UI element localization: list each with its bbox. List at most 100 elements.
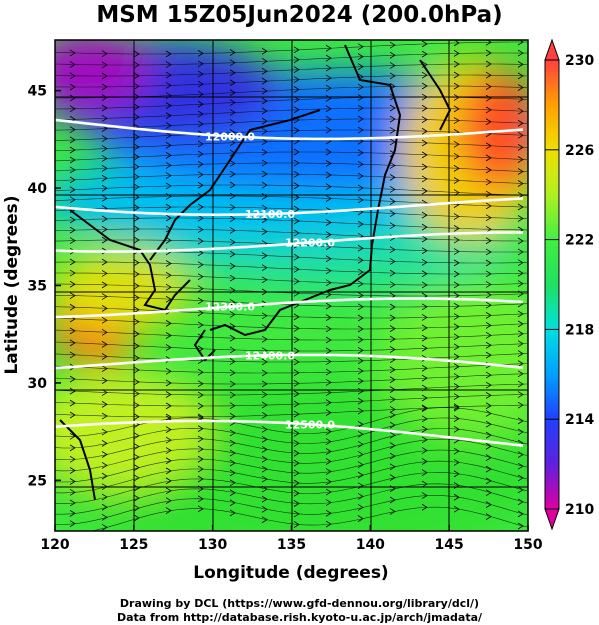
streamline-arrow — [357, 53, 364, 60]
y-tick-label: 30 — [28, 376, 48, 392]
streamline-arrow — [229, 509, 236, 517]
streamline-arrow — [325, 105, 332, 113]
contour-label: 12100.0 — [245, 208, 295, 221]
streamline-arrow — [133, 50, 140, 58]
streamline-arrow — [453, 270, 460, 278]
streamline-arrow — [101, 305, 108, 312]
streamline-arrow — [389, 127, 396, 134]
streamline-arrow — [165, 260, 172, 267]
streamline-arrow — [325, 54, 332, 62]
streamline-arrow — [485, 341, 492, 349]
x-axis-ticks: 120 125 130 135 140 145 150 — [40, 525, 543, 553]
streamline-arrow — [325, 219, 332, 226]
contour-label: 12300.0 — [205, 301, 255, 314]
streamline-arrow — [293, 430, 300, 437]
streamline-arrow — [293, 347, 300, 355]
streamline-arrow — [517, 522, 524, 530]
streamline-arrow — [453, 50, 460, 57]
streamline-arrow — [389, 281, 396, 288]
streamline-arrow — [197, 171, 204, 179]
streamline-arrow — [453, 425, 460, 433]
streamline-arrow — [261, 67, 268, 75]
streamline-arrow — [421, 163, 428, 171]
streamline-arrow — [197, 226, 204, 233]
streamline-arrow — [325, 84, 332, 92]
colorbar-tick-label: 210 — [565, 502, 594, 518]
streamline-arrow — [485, 489, 492, 497]
streamline-arrow — [261, 516, 268, 524]
colorbar-min-arrow — [544, 508, 560, 531]
streamline-arrow — [453, 117, 460, 124]
streamline-arrow — [421, 364, 428, 372]
streamline-arrow — [101, 236, 108, 244]
streamline-arrow — [485, 501, 492, 508]
streamline-arrow — [517, 340, 524, 348]
streamline-arrow — [197, 150, 204, 158]
streamline-arrow — [261, 391, 268, 398]
streamline-arrow — [229, 358, 236, 365]
streamline-arrow — [101, 493, 108, 501]
streamline-arrow — [485, 312, 492, 319]
streamline-arrow — [325, 368, 332, 376]
streamline-arrow — [69, 292, 76, 299]
streamline-arrow — [69, 49, 76, 57]
streamline-arrow — [421, 394, 428, 402]
streamline-arrow — [325, 44, 332, 52]
streamline-arrow — [421, 404, 428, 412]
streamline-arrow — [293, 76, 300, 83]
streamline-arrow — [325, 358, 332, 365]
streamline-arrow — [293, 229, 300, 237]
streamline-arrow — [293, 379, 300, 387]
streamline-arrow — [357, 256, 364, 264]
x-tick-label: 120 — [40, 537, 69, 553]
streamline-arrow — [133, 72, 140, 80]
streamline-arrow — [229, 459, 236, 467]
streamline-arrow — [357, 63, 364, 70]
streamline-arrow — [389, 442, 396, 449]
streamline-arrow — [293, 390, 300, 398]
streamline-arrow — [165, 172, 172, 179]
streamline-arrow — [229, 129, 236, 136]
streamline-arrow — [261, 47, 268, 55]
streamline-arrow — [197, 273, 204, 281]
streamline-arrow — [261, 148, 268, 156]
streamline-arrow — [293, 277, 300, 285]
streamline-arrow — [517, 360, 524, 367]
streamline-arrow — [165, 162, 172, 169]
streamline-arrow — [517, 248, 524, 256]
streamline-arrow — [293, 159, 300, 167]
streamline-arrow — [325, 126, 332, 134]
streamline-arrow — [229, 449, 236, 457]
streamline-arrow — [485, 351, 492, 359]
streamline-arrow — [325, 468, 332, 475]
coastline — [59, 44, 452, 501]
streamline-arrow — [453, 165, 460, 172]
streamline-arrow — [197, 465, 204, 473]
streamline-arrow — [197, 297, 204, 305]
streamline-arrow — [229, 499, 236, 507]
streamline-arrow — [453, 236, 460, 244]
streamline-arrow — [133, 173, 140, 181]
streamline-arrow — [421, 104, 428, 112]
colorbar-body — [544, 59, 560, 510]
streamline-arrow — [325, 448, 332, 455]
streamline-arrow — [261, 455, 268, 463]
streamline-arrow — [133, 236, 140, 244]
streamline-arrow — [389, 314, 396, 322]
streamline-arrow — [325, 183, 332, 191]
streamline-arrow — [101, 523, 108, 531]
streamline-arrow — [357, 292, 364, 299]
streamline-arrow — [453, 505, 460, 513]
streamline-arrow — [421, 127, 428, 135]
streamline-arrow — [485, 259, 492, 267]
streamline-arrow — [453, 40, 460, 47]
streamline-arrow — [165, 112, 172, 119]
streamline-arrow — [357, 430, 364, 438]
streamline-arrow — [389, 174, 396, 181]
streamline-arrow — [453, 403, 460, 411]
streamline-arrow — [69, 176, 76, 184]
streamline-arrow — [421, 139, 428, 147]
streamline-arrow — [229, 299, 236, 306]
streamline-arrow — [517, 380, 524, 388]
streamline-arrow — [293, 170, 300, 178]
